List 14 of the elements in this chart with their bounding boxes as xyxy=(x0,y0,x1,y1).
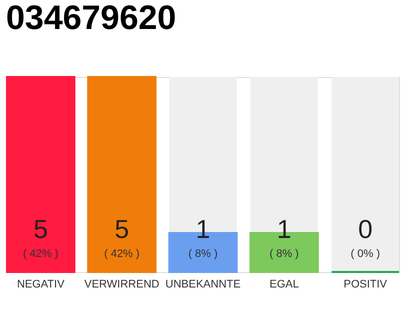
x-tick-label: NEGATIV xyxy=(16,278,66,290)
annotation: ( 42% ) xyxy=(22,248,58,260)
annotation: ( 42% ) xyxy=(104,248,140,260)
data-label: 5 xyxy=(33,214,48,244)
annotation: ( 8% ) xyxy=(188,248,218,260)
annotation: ( 0% ) xyxy=(350,248,380,260)
data-label: 0 xyxy=(358,214,373,244)
x-tick-label: VERWIRREND xyxy=(84,278,160,290)
data-label: 5 xyxy=(114,214,130,244)
x-tick-label: POSITIV xyxy=(344,278,388,290)
x-tick-label: UNBEKANNTE xyxy=(165,278,241,290)
annotation: ( 8% ) xyxy=(269,248,299,260)
x-tick-label: EGAL xyxy=(269,278,299,290)
chart-title: 034679620 xyxy=(6,0,176,37)
